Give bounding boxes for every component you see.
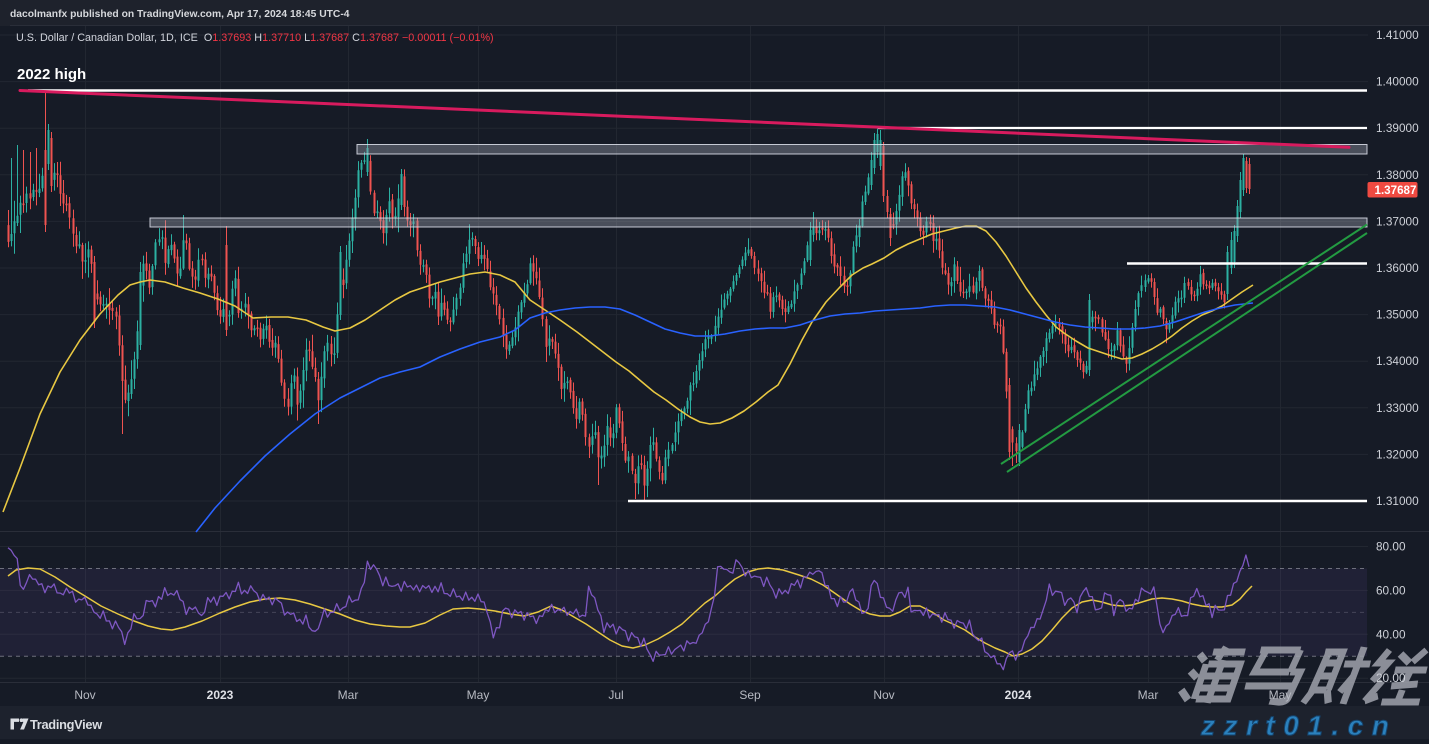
svg-text:Mar: Mar — [338, 688, 359, 702]
svg-text:2024: 2024 — [1005, 688, 1032, 702]
svg-text:May: May — [467, 688, 490, 702]
svg-text:1.41000: 1.41000 — [1376, 28, 1419, 42]
svg-text:1.40000: 1.40000 — [1376, 75, 1419, 89]
svg-text:1.32000: 1.32000 — [1376, 447, 1419, 461]
svg-text:Nov: Nov — [873, 688, 894, 702]
svg-text:60.00: 60.00 — [1376, 583, 1406, 597]
svg-text:1.37000: 1.37000 — [1376, 214, 1419, 228]
svg-text:1.33000: 1.33000 — [1376, 401, 1419, 415]
svg-text:Jul: Jul — [608, 688, 623, 702]
svg-text:2022 high: 2022 high — [17, 66, 86, 83]
svg-text:1.38000: 1.38000 — [1376, 168, 1419, 182]
svg-text:1.34000: 1.34000 — [1376, 354, 1419, 368]
svg-text:Sep: Sep — [739, 688, 761, 702]
svg-text:80.00: 80.00 — [1376, 540, 1406, 554]
svg-text:1.37687: 1.37687 — [1375, 184, 1417, 197]
svg-text:Mar: Mar — [1138, 688, 1159, 702]
svg-text:40.00: 40.00 — [1376, 627, 1406, 641]
svg-text:1.35000: 1.35000 — [1376, 308, 1419, 322]
svg-text:1.39000: 1.39000 — [1376, 121, 1419, 135]
svg-text:Nov: Nov — [74, 688, 95, 702]
svg-text:1.31000: 1.31000 — [1376, 494, 1419, 508]
svg-text:2023: 2023 — [207, 688, 234, 702]
svg-text:1.36000: 1.36000 — [1376, 261, 1419, 275]
svg-text:TradingView: TradingView — [30, 717, 102, 732]
svg-text:U.S. Dollar / Canadian Dollar,: U.S. Dollar / Canadian Dollar, 1D, ICE O… — [16, 32, 494, 44]
svg-text:20.00: 20.00 — [1376, 671, 1406, 685]
svg-text:zzrt01.cn: zzrt01.cn — [1200, 710, 1397, 739]
svg-text:dacolmanfx published on Tradin: dacolmanfx published on TradingView.com,… — [10, 9, 350, 20]
svg-text:May: May — [1269, 688, 1292, 702]
